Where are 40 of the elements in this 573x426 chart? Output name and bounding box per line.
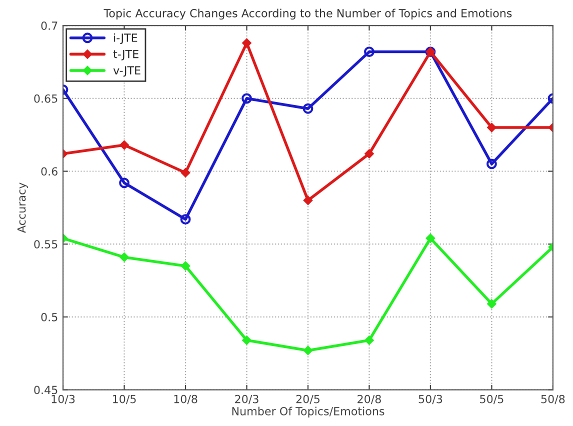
point	[304, 196, 312, 205]
y-axis-title: Accuracy	[17, 182, 28, 233]
x-axis-title: Number Of Topics/Emotions	[232, 406, 384, 418]
chart-title: Topic Accuracy Changes According to the Number of Topics and Emotions	[104, 8, 512, 20]
x-tick-label: 20/5	[296, 394, 320, 404]
legend-label: t-JTE	[113, 50, 138, 60]
x-tick-label: 10/8	[174, 394, 198, 404]
y-tick-label: 0.65	[34, 94, 58, 103]
y-tick-label: 0.55	[34, 240, 58, 248]
x-tick-label: 20/3	[235, 394, 258, 404]
x-tick-label: 10/5	[113, 394, 136, 404]
point	[120, 252, 129, 262]
y-tick-label: 0.5	[41, 312, 58, 322]
x-tick-label: 50/5	[480, 394, 504, 404]
point	[120, 140, 129, 150]
x-tick-label: 10/3	[52, 394, 75, 404]
point	[487, 123, 496, 132]
x-tick-label: 20/8	[358, 394, 381, 404]
point	[181, 168, 190, 178]
point	[181, 261, 190, 270]
x-tick-label: 50/8	[541, 394, 565, 404]
y-tick-label: 0.7	[41, 22, 58, 30]
point	[242, 93, 252, 104]
y-tick-label: 0.6	[41, 167, 58, 176]
y-tick-label: 0.45	[34, 386, 58, 394]
point	[364, 149, 374, 158]
point	[487, 299, 496, 308]
legend-label: i-JTE	[114, 33, 138, 44]
x-tick-label: 50/3	[418, 394, 442, 404]
point	[119, 178, 130, 188]
point	[364, 336, 374, 345]
legend-label: v-JTE	[113, 66, 140, 77]
point	[426, 234, 435, 243]
point	[304, 346, 312, 355]
point	[364, 46, 374, 57]
point	[302, 103, 314, 114]
point	[242, 38, 252, 48]
point	[242, 336, 252, 345]
point	[486, 158, 497, 170]
point	[180, 214, 191, 225]
